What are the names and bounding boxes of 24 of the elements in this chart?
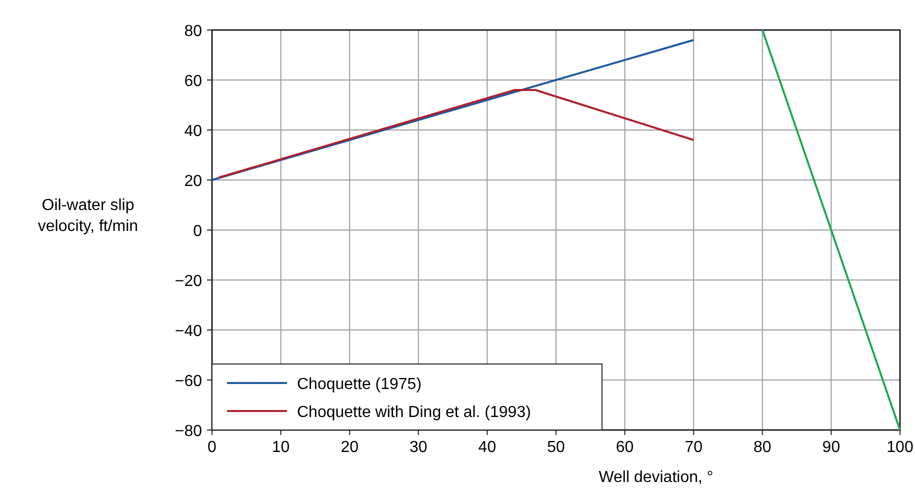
x-tick-label: 30 <box>410 439 428 456</box>
legend-label: Choquette (1975) <box>297 376 422 393</box>
x-tick-label: 0 <box>208 439 217 456</box>
x-tick-label: 60 <box>616 439 634 456</box>
y-tick-label: 20 <box>184 173 202 190</box>
x-axis-title: Well deviation, ° <box>598 469 714 486</box>
y-axis-title: Oil-water slip velocity, ft/min <box>38 197 138 235</box>
x-tick-label: 80 <box>754 439 772 456</box>
y-tick-label: 80 <box>184 23 202 40</box>
y-tick-label: −40 <box>174 323 202 340</box>
y-tick-label: −20 <box>174 273 202 290</box>
legend-label: Choquette with Ding et al. (1993) <box>297 404 531 421</box>
y-tick-label: 60 <box>184 73 202 90</box>
x-tick-label: 20 <box>340 439 359 456</box>
x-tick-label: 50 <box>547 439 565 456</box>
x-tick-label: 10 <box>272 439 290 456</box>
x-tick-label: 70 <box>684 439 703 456</box>
x-tick-label: 40 <box>478 439 496 456</box>
y-tick-label: −60 <box>174 373 202 390</box>
y-tick-label: −80 <box>174 423 202 440</box>
y-tick-label: 40 <box>184 123 202 140</box>
x-tick-label: 90 <box>822 439 840 456</box>
x-tick-label: 100 <box>886 439 914 456</box>
y-tick-label: 0 <box>193 223 202 240</box>
